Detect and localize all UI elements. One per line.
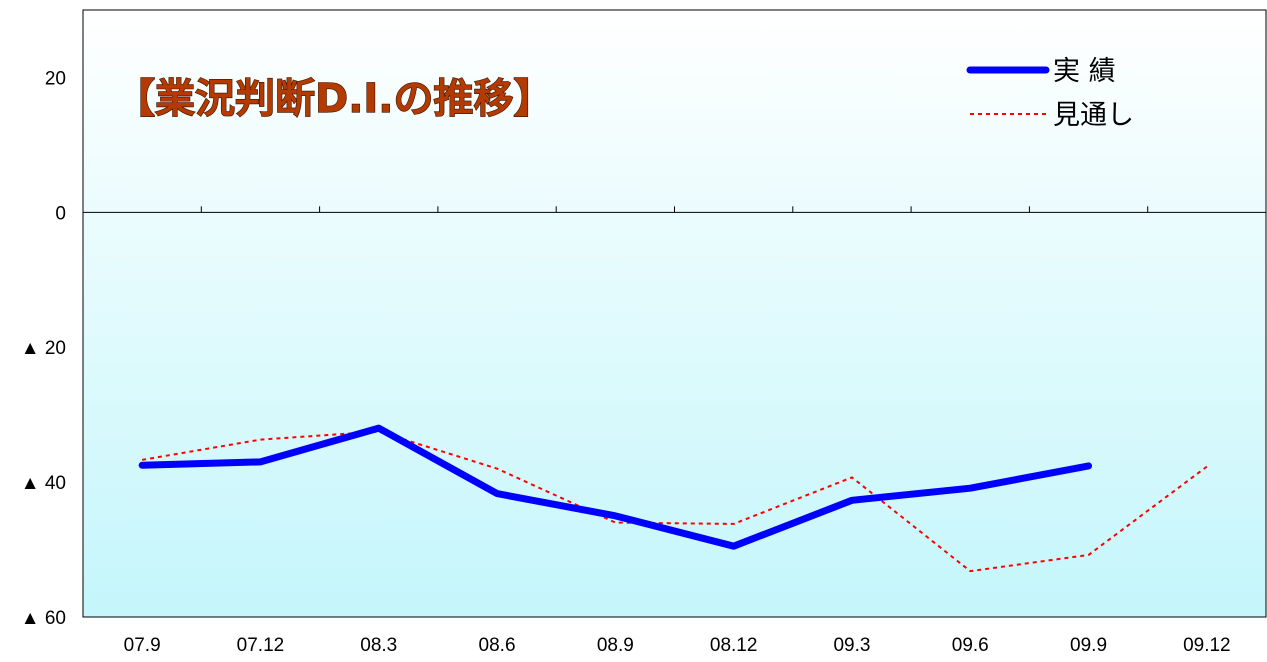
y-axis: 20 0 ▲ 20 ▲ 40 ▲ 60 (21, 68, 66, 629)
x-tick-label: 07.9 (124, 635, 161, 656)
x-tick-label: 07.12 (237, 635, 285, 656)
y-tick-label: ▲ 60 (21, 608, 66, 629)
x-tick-label: 09.9 (1070, 635, 1107, 656)
x-axis: 07.9 07.12 08.3 08.6 08.9 08.12 09.3 09.6 09.9 09… (83, 206, 1266, 656)
series-actual-line (138, 424, 1093, 550)
x-tick-label: 08.3 (360, 635, 397, 656)
y-tick-label: ▲ 20 (21, 338, 66, 359)
legend-forecast-label: 見通し (1053, 100, 1134, 131)
series-forecast-line (141, 430, 1208, 573)
plot-area (82, 9, 1267, 618)
x-tick-label: 08.6 (479, 635, 516, 656)
chart-title: 【業況判断D.I.の推移】 (115, 76, 553, 122)
x-tick-label: 08.12 (710, 635, 758, 656)
x-tick-label: 09.6 (952, 635, 989, 656)
legend-actual-label: 実 績 (1053, 56, 1116, 87)
y-tick-label: ▲ 40 (21, 473, 66, 494)
x-tick-label: 08.9 (597, 635, 634, 656)
x-tick-label: 09.3 (833, 635, 870, 656)
series-layer (138, 424, 1208, 573)
x-tick-label: 09.12 (1183, 635, 1231, 656)
y-tick-label: 0 (55, 203, 66, 224)
y-tick-label: 20 (45, 68, 66, 89)
